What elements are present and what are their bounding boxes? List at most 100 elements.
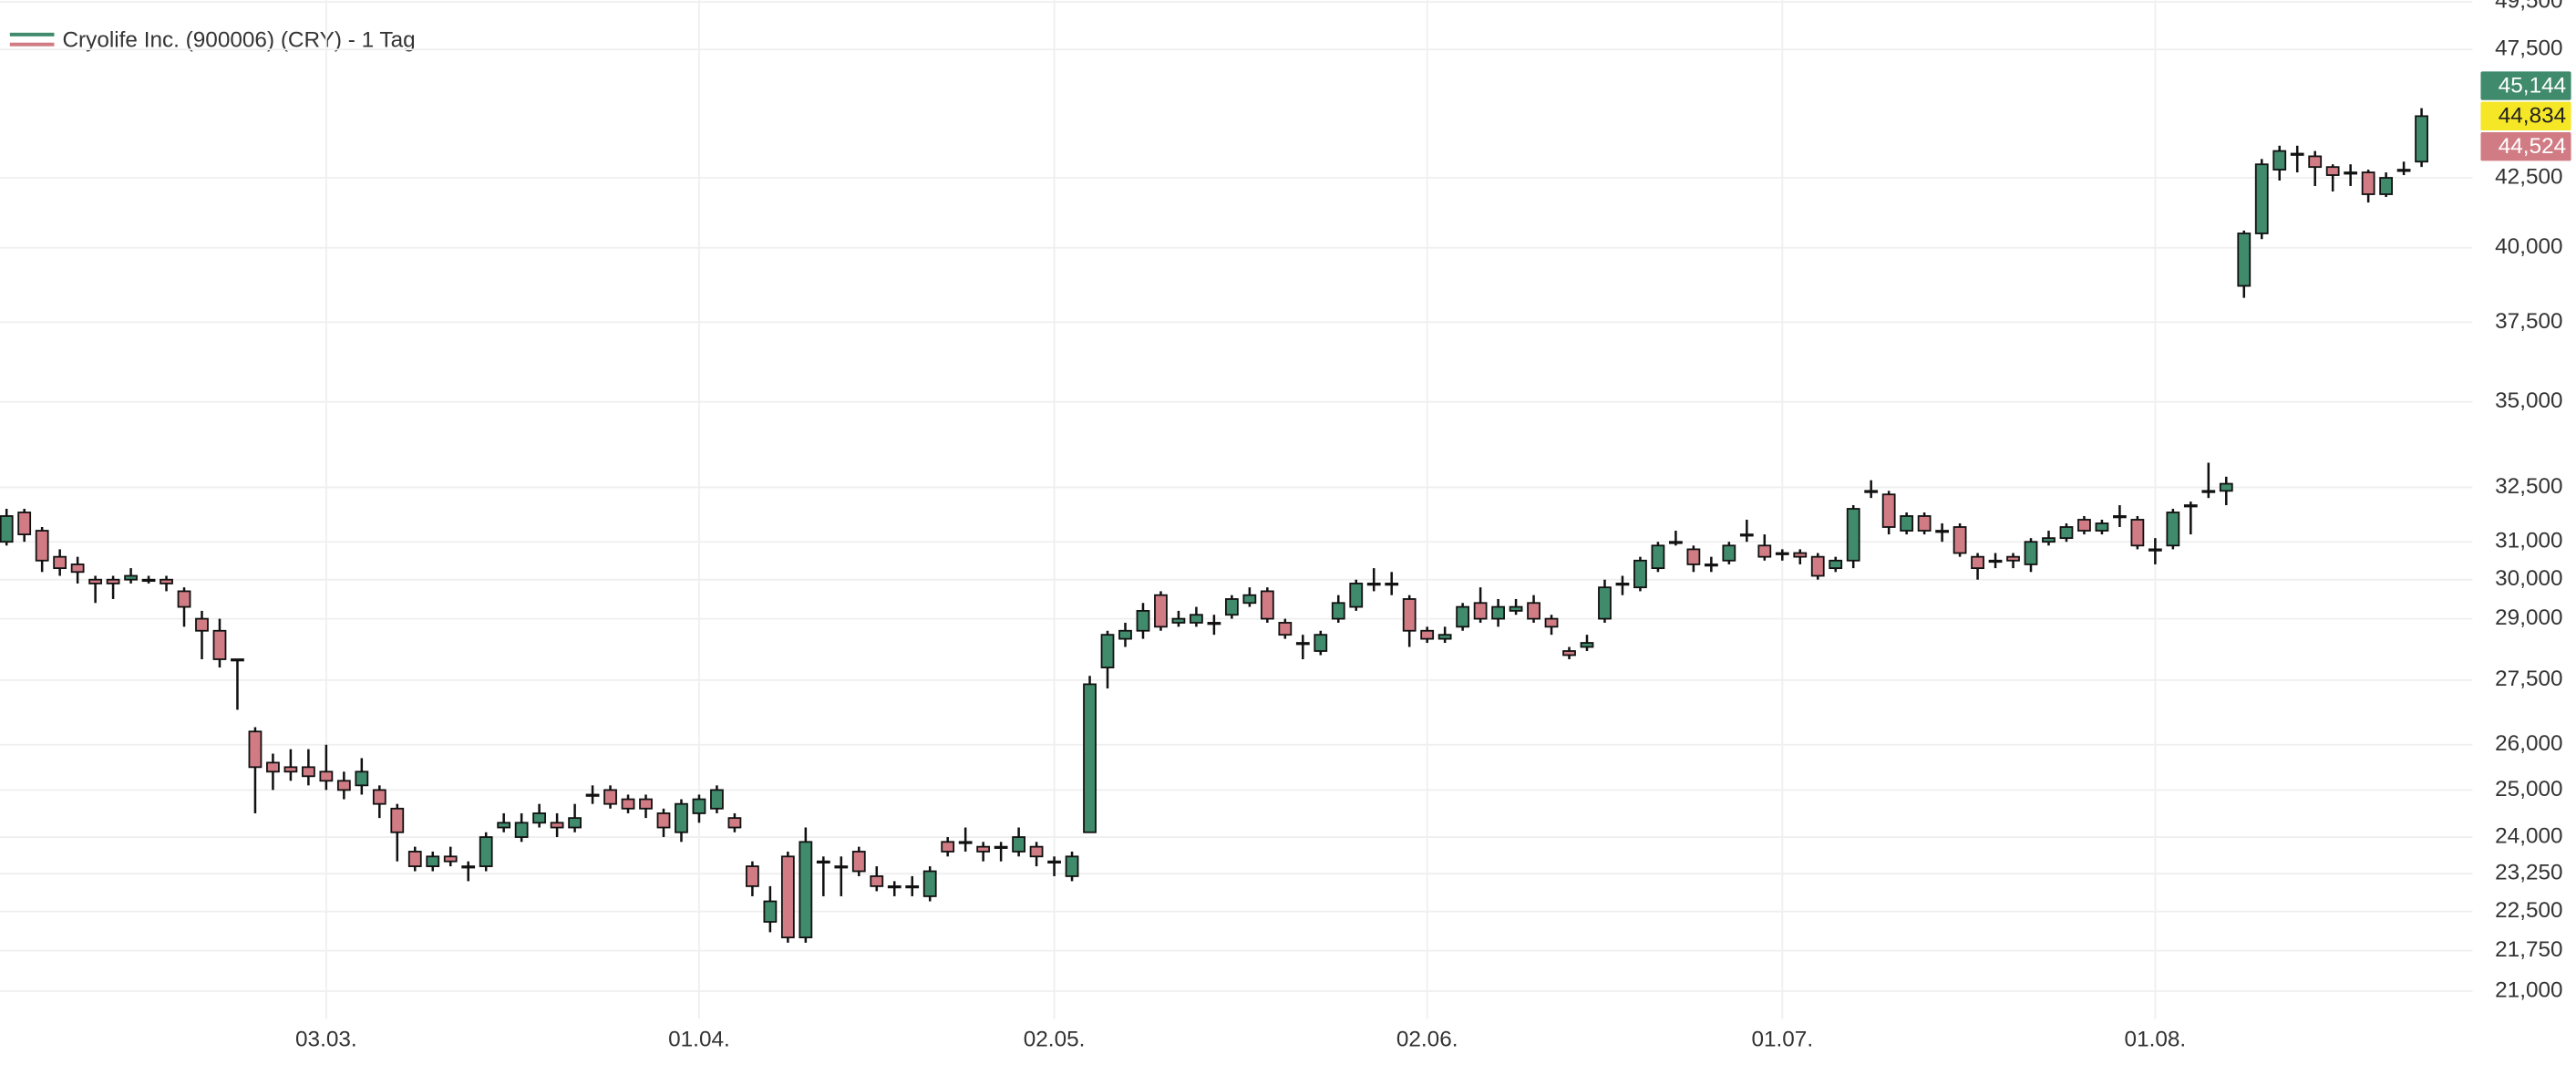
candle-body xyxy=(1633,559,1647,589)
candle-body xyxy=(1704,564,1718,567)
candle-body xyxy=(1935,530,1949,533)
candle-body xyxy=(514,822,529,838)
candle xyxy=(407,846,422,872)
candle xyxy=(2396,161,2411,176)
candle xyxy=(746,861,759,896)
candle-body xyxy=(1669,541,1683,544)
candle-body xyxy=(177,590,191,608)
candle-body xyxy=(1793,552,1808,558)
candle-body xyxy=(106,578,120,584)
candle xyxy=(1242,587,1257,607)
candle-body xyxy=(763,900,778,923)
candle-body xyxy=(2254,163,2269,234)
candle-body xyxy=(656,812,671,829)
candle xyxy=(2344,164,2358,186)
candle xyxy=(283,749,298,781)
candle xyxy=(1544,615,1559,636)
y-tick-label: 27,500 xyxy=(2495,667,2562,691)
candle-body xyxy=(746,865,759,887)
candle-body xyxy=(497,822,511,829)
candle-body xyxy=(1473,602,1488,620)
x-tick-label: 02.05. xyxy=(1024,1027,1086,1051)
candle-body xyxy=(124,574,138,581)
price-label-box xyxy=(2480,101,2571,131)
candle xyxy=(2059,522,2074,543)
candle-body xyxy=(2166,512,2180,547)
candle-body xyxy=(2361,171,2375,195)
candle xyxy=(1278,618,1293,639)
candle xyxy=(0,509,14,546)
candle xyxy=(710,785,724,813)
candle xyxy=(2201,462,2216,499)
candle xyxy=(1385,572,1399,595)
candle xyxy=(231,658,244,710)
candle xyxy=(53,549,67,576)
candle-body xyxy=(1171,617,1186,624)
candle xyxy=(2006,553,2020,569)
y-tick-label: 21,000 xyxy=(2495,977,2562,1002)
candle-body xyxy=(301,766,315,778)
candle-body xyxy=(266,761,280,773)
candle-body xyxy=(1810,555,1825,577)
candle-body xyxy=(851,851,866,873)
candle xyxy=(2254,159,2269,240)
candle xyxy=(1615,575,1630,595)
candle xyxy=(355,758,369,795)
candle-body xyxy=(248,730,263,769)
candle-body xyxy=(2148,548,2162,552)
candle-body xyxy=(1900,515,1914,532)
candle xyxy=(621,794,635,813)
price-label: 44,834 xyxy=(2499,104,2566,129)
candle-body xyxy=(1083,683,1097,833)
candle-body xyxy=(2077,519,2091,532)
candle xyxy=(479,832,493,872)
candle-body xyxy=(336,780,351,791)
candle-body xyxy=(0,515,14,543)
legend-title: Cryolife Inc. (900006) (CRY) - 1 Tag xyxy=(62,28,415,53)
candle xyxy=(1100,630,1115,689)
candle xyxy=(1757,534,1772,561)
candle xyxy=(2237,230,2251,298)
candle xyxy=(17,509,32,543)
candle xyxy=(2219,476,2233,506)
price-label-box xyxy=(2480,132,2571,161)
candle-body xyxy=(1829,559,1843,570)
candle xyxy=(160,575,173,592)
candle xyxy=(958,827,973,852)
candle xyxy=(1953,522,1967,557)
candle-body xyxy=(1562,650,1576,657)
candle-body xyxy=(1331,602,1345,620)
y-tick-label: 24,000 xyxy=(2495,823,2562,848)
candle-body xyxy=(1580,642,1594,648)
candle xyxy=(532,803,547,828)
candle xyxy=(1846,505,1860,569)
candle-body xyxy=(461,865,476,869)
candle-body xyxy=(568,817,582,829)
candle-body xyxy=(1118,629,1132,640)
candle-body xyxy=(1988,559,2003,564)
candle-body xyxy=(1029,845,1044,858)
candle-body xyxy=(1456,605,1470,628)
candle-body xyxy=(1651,544,1665,570)
candle-body xyxy=(2006,555,2020,562)
candle-body xyxy=(2308,155,2323,169)
candle xyxy=(35,526,49,573)
y-tick-label: 47,500 xyxy=(2495,36,2562,61)
candle-body xyxy=(231,658,244,662)
candle xyxy=(195,610,209,659)
x-tick-label: 01.08. xyxy=(2125,1027,2187,1051)
candle-body xyxy=(603,789,617,805)
candle xyxy=(941,837,955,857)
candle-body xyxy=(141,578,156,583)
candle-body xyxy=(1190,614,1203,624)
candle xyxy=(780,851,795,943)
candle-body xyxy=(1757,544,1772,558)
candle xyxy=(1686,545,1701,573)
candle xyxy=(2113,505,2127,527)
candle-body xyxy=(1012,836,1025,853)
candle xyxy=(905,875,920,896)
candle xyxy=(461,861,476,882)
y-tick-label: 49,500 xyxy=(2495,0,2562,14)
candle-body xyxy=(160,578,173,584)
